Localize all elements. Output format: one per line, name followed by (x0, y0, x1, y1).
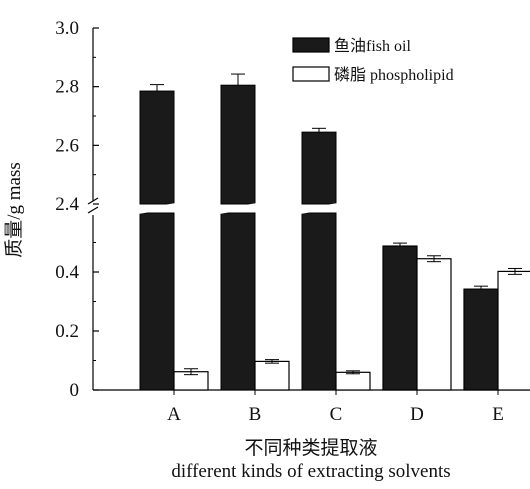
x-tick-label: D (410, 404, 424, 425)
axis-break-mark (87, 197, 99, 205)
x-tick-label: C (330, 404, 343, 425)
legend-swatch (292, 37, 330, 53)
bar-fish-oil (463, 288, 499, 391)
bar-fish-oil (220, 212, 256, 391)
bar-fish-oil (382, 245, 418, 391)
y-tick-label: 0.2 (55, 321, 79, 342)
y-tick-label: 0 (70, 380, 80, 401)
bar-phospholipid (254, 360, 290, 391)
x-axis-label-cn: 不同种类提取液 (244, 437, 377, 459)
x-tick-label: B (249, 404, 262, 425)
bar-break-gap (300, 203, 338, 214)
x-tick-label: E (492, 404, 504, 425)
bar-fish-oil (301, 212, 337, 391)
bar-fish-oil (139, 90, 175, 205)
bar-phospholipid (497, 270, 530, 391)
bar-phospholipid (335, 371, 371, 391)
axis-break-mark (87, 206, 99, 214)
y-tick-label: 0.4 (55, 262, 79, 283)
bar-break-gap (219, 203, 257, 214)
legend-swatch (292, 66, 330, 82)
y-tick-label: 2.4 (55, 194, 79, 215)
x-tick-label: A (167, 404, 181, 425)
x-axis-label-en: different kinds of extracting solvents (171, 461, 450, 482)
bar-phospholipid (416, 258, 452, 391)
y-axis-label: 质量/g mass (3, 162, 25, 258)
bar-fish-oil (301, 131, 337, 205)
legend-label: 鱼油fish oil (334, 37, 411, 55)
bar-fish-oil (139, 212, 175, 391)
legend-label: 磷脂 phospholipid (334, 66, 454, 84)
y-tick-label: 3.0 (55, 18, 79, 39)
y-tick-label: 2.6 (55, 135, 79, 156)
y-tick-label: 2.8 (55, 77, 79, 98)
bar-break-gap (138, 203, 176, 214)
bar-fish-oil (220, 84, 256, 205)
